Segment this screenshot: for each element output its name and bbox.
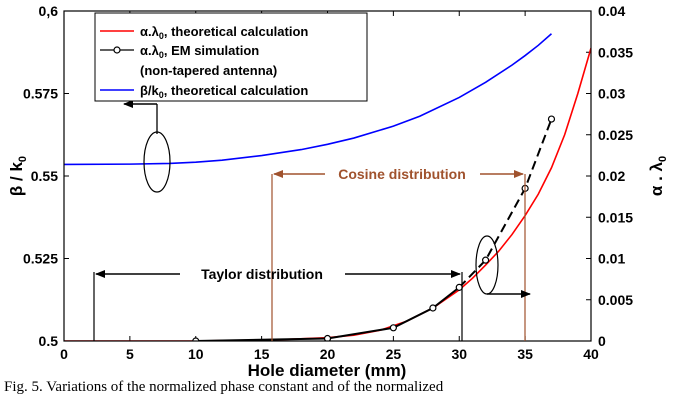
legend-box (94, 12, 368, 102)
x-tick-label: 15 (254, 346, 270, 362)
x-tick-label: 25 (386, 346, 402, 362)
y-right-label-main: α . λ (647, 161, 666, 196)
y-left-axis-label: β / k0 (7, 156, 29, 196)
cosine-distribution-label: Cosine distribution (338, 166, 466, 182)
legend-beta-theory-main: β/k (140, 83, 160, 98)
legend-alpha-em-rest: , EM simulation (164, 43, 259, 58)
y-right-axis-label: α . λ0 (647, 156, 669, 196)
x-tick-label: 35 (517, 346, 533, 362)
chart: 0 5 10 15 20 25 30 35 40 0.5 0.525 0.55 0.575 0,6 0 0.0… (7, 3, 669, 380)
y-left-tick-label: 0,6 (39, 3, 59, 19)
legend-alpha-theory-main: α.λ (140, 24, 160, 39)
x-tick-label: 20 (320, 346, 336, 362)
y-right-tick-label: 0.025 (598, 127, 633, 143)
right-axis-indicator-ellipse (475, 235, 499, 295)
legend: α.λ0, theoretical calculation α.λ0, EM s… (94, 12, 368, 102)
x-axis-label: Hole diameter (mm) (248, 361, 407, 380)
y-right-tick-label: 0.02 (598, 168, 625, 184)
legend-label-alpha-theory: α.λ0, theoretical calculation (140, 24, 308, 41)
y-right-tick-label: 0.035 (598, 44, 633, 60)
series-point-alpha-em (323, 334, 332, 341)
y-right-tick-label: 0.04 (598, 3, 625, 19)
y-left-tick-label: 0.575 (23, 86, 58, 102)
figure-caption: Fig. 5. Variations of the normalized pha… (4, 379, 444, 395)
legend-label-alpha-em: α.λ0, EM simulation (140, 43, 259, 60)
legend-marker-black (113, 46, 121, 54)
left-axis-indicator-ellipse (143, 131, 171, 193)
series-point-alpha-em (389, 324, 397, 332)
x-tick-label: 30 (451, 346, 467, 362)
x-tick-label: 10 (188, 346, 204, 362)
y-right-tick-label: 0.03 (598, 86, 625, 102)
legend-alpha-em-main: α.λ (140, 43, 160, 58)
series-line-alpha-em-dashed (458, 118, 553, 289)
y-right-tick-label: 0.015 (598, 209, 633, 225)
series-line-alpha-em-solid (195, 286, 460, 341)
series-point-alpha-em (482, 256, 490, 264)
series-line-beta-theory (64, 33, 553, 166)
y-left-label-main: β / k (7, 162, 26, 197)
y-right-tick-label: 0.005 (598, 292, 633, 308)
y-right-tick-label: 0 (598, 333, 606, 349)
y-left-tick-label: 0.5 (39, 333, 59, 349)
y-right-label-sub: 0 (657, 156, 669, 162)
legend-alpha-em-sub: 0 (159, 50, 164, 60)
series-point-alpha-em (192, 337, 200, 341)
legend-alpha-theory-sub: 0 (159, 31, 164, 41)
legend-alpha-theory-rest: , theoretical calculation (164, 24, 309, 39)
x-tick-label: 5 (126, 346, 134, 362)
y-left-label-sub: 0 (17, 156, 29, 162)
legend-label-beta-theory: β/k0, theoretical calculation (140, 83, 308, 100)
taylor-distribution-label: Taylor distribution (201, 266, 323, 282)
y-left-tick-label: 0.55 (31, 168, 58, 184)
y-left-tick-label: 0.525 (23, 251, 58, 267)
series-point-alpha-em (547, 115, 556, 123)
legend-label-alpha-em-line2: (non-tapered antenna) (140, 63, 277, 78)
series-point-alpha-em (429, 304, 437, 312)
x-tick-label: 40 (583, 346, 599, 362)
legend-beta-theory-rest: , theoretical calculation (164, 83, 309, 98)
legend-beta-theory-sub: 0 (159, 90, 164, 100)
series-point-alpha-em (455, 283, 463, 291)
x-tick-label: 0 (60, 346, 68, 362)
y-right-tick-label: 0.01 (598, 251, 625, 267)
plot-frame (63, 10, 592, 342)
